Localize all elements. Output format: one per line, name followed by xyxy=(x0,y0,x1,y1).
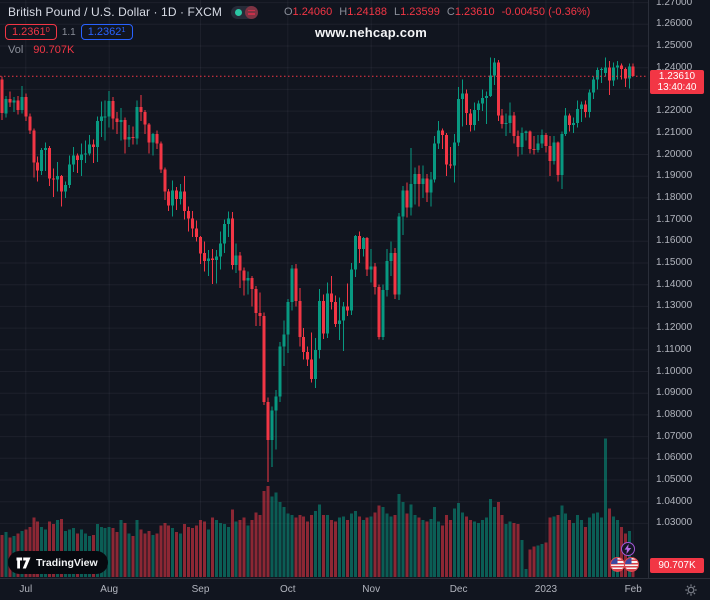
volume-label: Vol xyxy=(8,44,24,56)
last-price-value: 1.23610 xyxy=(658,71,696,82)
time-tick-label: 2023 xyxy=(534,584,558,595)
sell-bid-button[interactable]: 1.2361 0 xyxy=(5,24,57,40)
price-tick-label: 1.12000 xyxy=(656,322,693,334)
price-tick-label: 1.09000 xyxy=(656,387,693,399)
candlestick-chart[interactable] xyxy=(0,0,648,578)
menu-badge-icon xyxy=(244,5,258,19)
price-tick-label: 1.20000 xyxy=(656,148,693,160)
time-tick-label: Dec xyxy=(449,584,468,595)
economic-event-lightning-icon[interactable] xyxy=(621,542,635,556)
price-tick-label: 1.11000 xyxy=(656,343,692,355)
price-tick-label: 1.26000 xyxy=(656,18,693,30)
us-flag-event-icon[interactable] xyxy=(610,557,625,572)
price-tick-label: 1.24000 xyxy=(656,61,693,73)
time-axis[interactable]: Jul Aug Sep Oct Nov Dec 2023 Feb xyxy=(0,578,710,600)
us-flag-event-icon[interactable] xyxy=(624,557,639,572)
price-tick-label: 1.08000 xyxy=(656,408,693,420)
symbol-title[interactable]: British Pound / U.S. Dollar · 1D · FXCM xyxy=(8,5,222,19)
price-tick-label: 1.21000 xyxy=(656,126,693,138)
price-tick-label: 1.19000 xyxy=(656,170,693,182)
tradingview-logo[interactable]: TradingView xyxy=(8,551,108,574)
axis-settings-gear-icon[interactable] xyxy=(684,583,698,597)
ohlc-values: O1.24060 H1.24188 L1.23599 C1.23610 -0.0… xyxy=(283,6,591,18)
spread-value: 1.1 xyxy=(61,26,76,38)
price-tick-label: 1.27000 xyxy=(656,0,693,8)
watermark-text: www.nehcap.com xyxy=(314,25,428,40)
low-value: 1.23599 xyxy=(400,6,440,18)
price-tick-label: 1.06000 xyxy=(656,452,693,464)
price-tick-label: 1.07000 xyxy=(656,430,693,442)
time-tick-label: Sep xyxy=(191,584,210,595)
buy-ask-button[interactable]: 1.2362 1 xyxy=(80,24,133,40)
price-tick-label: 1.18000 xyxy=(656,191,693,203)
change-value: -0.00450 (-0.36%) xyxy=(501,6,591,18)
last-price-label: 1.23610 13:40:40 xyxy=(650,70,704,94)
price-tick-label: 1.15000 xyxy=(656,257,693,268)
volume-value: 90.707K xyxy=(33,44,75,56)
open-value: 1.24060 xyxy=(292,6,333,18)
time-tick-label: Aug xyxy=(100,584,119,595)
price-tick-label: 1.04000 xyxy=(656,495,693,507)
high-value: 1.24188 xyxy=(347,6,387,18)
tradingview-logo-text: TradingView xyxy=(36,556,98,569)
price-tick-label: 1.13000 xyxy=(656,300,693,312)
price-tick-label: 1.16000 xyxy=(656,235,693,247)
price-axis[interactable]: 1.23610 13:40:40 90.707K 1.27000 1.26000 1… xyxy=(648,0,710,578)
volume-axis-label: 90.707K xyxy=(650,558,704,573)
tradingview-logo-icon xyxy=(16,557,31,568)
price-tick-label: 1.17000 xyxy=(656,213,693,225)
time-tick-label: Feb xyxy=(624,584,642,595)
time-tick-label: Oct xyxy=(280,584,296,595)
price-tick-label: 1.25000 xyxy=(656,40,693,51)
symbol-marker-toggle[interactable] xyxy=(230,5,258,19)
bid-ask-row: 1.2361 0 1.1 1.2362 1 xyxy=(5,24,133,40)
price-tick-label: 1.22000 xyxy=(656,105,693,117)
bar-countdown: 13:40:40 xyxy=(657,82,697,93)
price-tick-label: 1.03000 xyxy=(656,517,693,529)
market-status-dot-icon xyxy=(234,8,242,16)
price-tick-label: 1.14000 xyxy=(656,278,693,290)
volume-legend: Vol 90.707K xyxy=(8,44,74,56)
price-tick-label: 1.05000 xyxy=(656,474,693,485)
time-tick-label: Nov xyxy=(362,584,381,595)
close-value: 1.23610 xyxy=(454,6,495,18)
price-tick-label: 1.10000 xyxy=(656,365,693,377)
time-tick-label: Jul xyxy=(19,584,33,595)
chart-legend: British Pound / U.S. Dollar · 1D · FXCM … xyxy=(8,5,597,19)
